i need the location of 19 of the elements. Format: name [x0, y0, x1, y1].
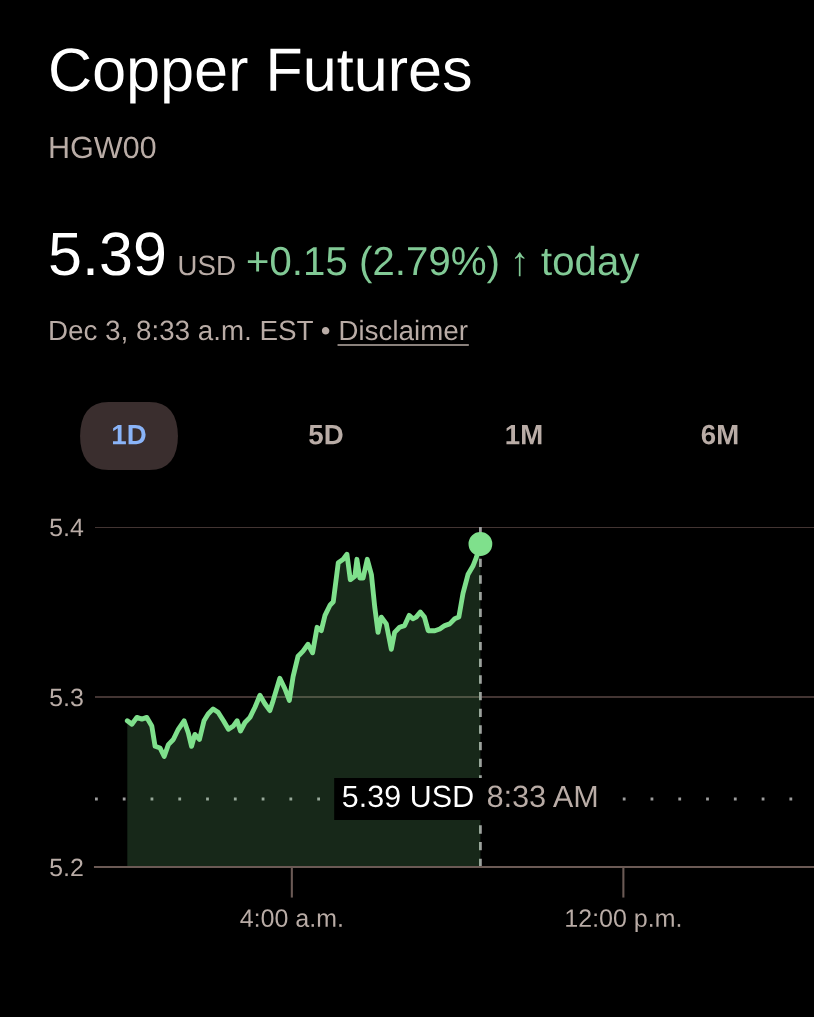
text: 1M	[506, 425, 542, 445]
text: USD	[179, 255, 235, 276]
y-tick-label: 5.2	[50, 858, 83, 877]
chart-title: Copper Futures	[51, 48, 471, 104]
text: ↑ today	[514, 245, 640, 284]
text: 5D	[309, 425, 343, 445]
chart-subtitle: HGW00	[50, 136, 156, 159]
text: 5.39	[50, 232, 165, 276]
x-tick-label: 12:00 p.m.	[566, 909, 681, 932]
text: Dec 3, 8:33 a.m. EST •	[50, 320, 330, 344]
y-tick-label: 5.3	[50, 688, 83, 707]
text: 1D	[113, 425, 146, 445]
y-tick-label: 5.4	[50, 518, 84, 537]
text: Disclaimer	[340, 319, 468, 341]
text: 6M	[701, 424, 738, 445]
annotation: 8:33 AM	[487, 785, 597, 808]
annotation: 5.39 USD	[342, 785, 473, 808]
x-tick-label: 4:00 a.m.	[240, 909, 342, 928]
text: +0.15 (2.79%)	[247, 245, 498, 284]
